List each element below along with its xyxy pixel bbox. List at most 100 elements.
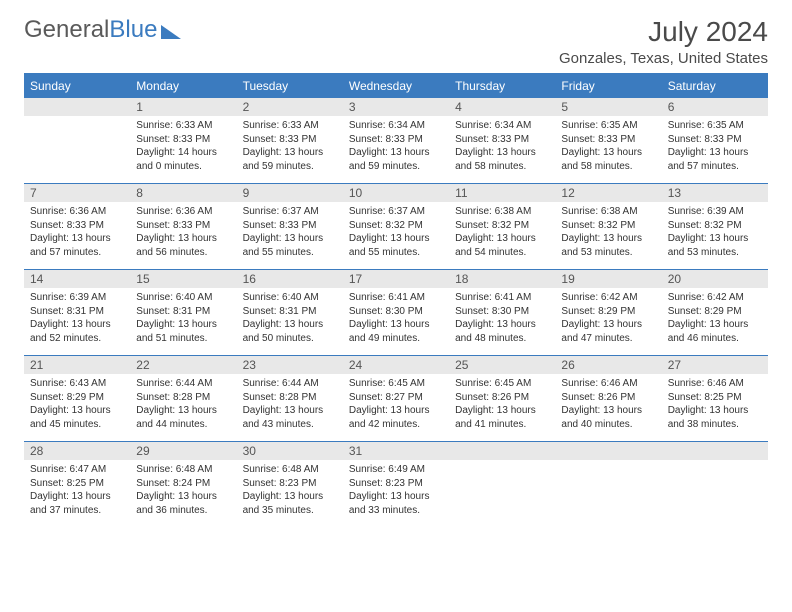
- day-number: 10: [343, 184, 449, 203]
- daylight-text: Daylight: 13 hours and 52 minutes.: [30, 318, 124, 345]
- daynum-row: 78910111213: [24, 184, 768, 203]
- daynum-row: 14151617181920: [24, 270, 768, 289]
- day-info: Sunrise: 6:39 AMSunset: 8:32 PMDaylight:…: [662, 202, 768, 270]
- daylight-text: Daylight: 13 hours and 41 minutes.: [455, 404, 549, 431]
- sunset-text: Sunset: 8:29 PM: [561, 305, 655, 319]
- sunrise-text: Sunrise: 6:46 AM: [668, 377, 762, 391]
- daynum-row: 123456: [24, 98, 768, 117]
- day-number: 3: [343, 98, 449, 117]
- day-info: Sunrise: 6:44 AMSunset: 8:28 PMDaylight:…: [237, 374, 343, 442]
- sunset-text: Sunset: 8:32 PM: [561, 219, 655, 233]
- sunset-text: Sunset: 8:23 PM: [349, 477, 443, 491]
- day-header: Monday: [130, 75, 236, 98]
- sunrise-text: Sunrise: 6:39 AM: [30, 291, 124, 305]
- daylight-text: Daylight: 13 hours and 36 minutes.: [136, 490, 230, 517]
- daylight-text: Daylight: 13 hours and 54 minutes.: [455, 232, 549, 259]
- day-info: Sunrise: 6:45 AMSunset: 8:27 PMDaylight:…: [343, 374, 449, 442]
- sunrise-text: Sunrise: 6:37 AM: [349, 205, 443, 219]
- daylight-text: Daylight: 14 hours and 0 minutes.: [136, 146, 230, 173]
- day-number: 9: [237, 184, 343, 203]
- daylight-text: Daylight: 13 hours and 58 minutes.: [455, 146, 549, 173]
- day-info: Sunrise: 6:35 AMSunset: 8:33 PMDaylight:…: [555, 116, 661, 184]
- day-number: 1: [130, 98, 236, 117]
- daylight-text: Daylight: 13 hours and 55 minutes.: [243, 232, 337, 259]
- empty-cell: [662, 460, 768, 527]
- sunrise-text: Sunrise: 6:33 AM: [243, 119, 337, 133]
- day-number: 16: [237, 270, 343, 289]
- sunrise-text: Sunrise: 6:43 AM: [30, 377, 124, 391]
- daylight-text: Daylight: 13 hours and 47 minutes.: [561, 318, 655, 345]
- info-row: Sunrise: 6:43 AMSunset: 8:29 PMDaylight:…: [24, 374, 768, 442]
- sunrise-text: Sunrise: 6:38 AM: [455, 205, 549, 219]
- sunrise-text: Sunrise: 6:35 AM: [668, 119, 762, 133]
- sunrise-text: Sunrise: 6:47 AM: [30, 463, 124, 477]
- sunrise-text: Sunrise: 6:42 AM: [668, 291, 762, 305]
- day-info: Sunrise: 6:41 AMSunset: 8:30 PMDaylight:…: [449, 288, 555, 356]
- day-number: 27: [662, 356, 768, 375]
- daylight-text: Daylight: 13 hours and 49 minutes.: [349, 318, 443, 345]
- daylight-text: Daylight: 13 hours and 45 minutes.: [30, 404, 124, 431]
- sunset-text: Sunset: 8:33 PM: [136, 133, 230, 147]
- day-number: 19: [555, 270, 661, 289]
- sunset-text: Sunset: 8:33 PM: [243, 133, 337, 147]
- day-number: 17: [343, 270, 449, 289]
- day-number: 7: [24, 184, 130, 203]
- sunrise-text: Sunrise: 6:40 AM: [243, 291, 337, 305]
- day-number: 23: [237, 356, 343, 375]
- sunset-text: Sunset: 8:31 PM: [30, 305, 124, 319]
- daylight-text: Daylight: 13 hours and 46 minutes.: [668, 318, 762, 345]
- day-number: 15: [130, 270, 236, 289]
- day-number: 21: [24, 356, 130, 375]
- day-header: Sunday: [24, 75, 130, 98]
- day-info: Sunrise: 6:44 AMSunset: 8:28 PMDaylight:…: [130, 374, 236, 442]
- empty-cell: [24, 116, 130, 184]
- day-info: Sunrise: 6:46 AMSunset: 8:25 PMDaylight:…: [662, 374, 768, 442]
- sunrise-text: Sunrise: 6:48 AM: [136, 463, 230, 477]
- daylight-text: Daylight: 13 hours and 42 minutes.: [349, 404, 443, 431]
- day-number: 12: [555, 184, 661, 203]
- sunrise-text: Sunrise: 6:38 AM: [561, 205, 655, 219]
- day-number: 13: [662, 184, 768, 203]
- day-info: Sunrise: 6:42 AMSunset: 8:29 PMDaylight:…: [555, 288, 661, 356]
- empty-cell: [449, 460, 555, 527]
- daylight-text: Daylight: 13 hours and 37 minutes.: [30, 490, 124, 517]
- sunrise-text: Sunrise: 6:45 AM: [455, 377, 549, 391]
- day-number: 30: [237, 442, 343, 461]
- daylight-text: Daylight: 13 hours and 38 minutes.: [668, 404, 762, 431]
- info-row: Sunrise: 6:33 AMSunset: 8:33 PMDaylight:…: [24, 116, 768, 184]
- empty-day-number: [449, 442, 555, 461]
- logo: GeneralBlue: [24, 16, 185, 44]
- sunrise-text: Sunrise: 6:33 AM: [136, 119, 230, 133]
- day-header: Saturday: [662, 75, 768, 98]
- sunrise-text: Sunrise: 6:41 AM: [455, 291, 549, 305]
- sunset-text: Sunset: 8:30 PM: [349, 305, 443, 319]
- sunset-text: Sunset: 8:29 PM: [30, 391, 124, 405]
- day-number: 22: [130, 356, 236, 375]
- daylight-text: Daylight: 13 hours and 55 minutes.: [349, 232, 443, 259]
- empty-day-number: [662, 442, 768, 461]
- title-block: July 2024 Gonzales, Texas, United States: [559, 16, 768, 67]
- day-header: Wednesday: [343, 75, 449, 98]
- sunset-text: Sunset: 8:30 PM: [455, 305, 549, 319]
- daylight-text: Daylight: 13 hours and 57 minutes.: [668, 146, 762, 173]
- sunrise-text: Sunrise: 6:39 AM: [668, 205, 762, 219]
- sunset-text: Sunset: 8:33 PM: [349, 133, 443, 147]
- day-number: 6: [662, 98, 768, 117]
- info-row: Sunrise: 6:36 AMSunset: 8:33 PMDaylight:…: [24, 202, 768, 270]
- day-info: Sunrise: 6:40 AMSunset: 8:31 PMDaylight:…: [130, 288, 236, 356]
- day-info: Sunrise: 6:40 AMSunset: 8:31 PMDaylight:…: [237, 288, 343, 356]
- day-info: Sunrise: 6:42 AMSunset: 8:29 PMDaylight:…: [662, 288, 768, 356]
- day-number: 29: [130, 442, 236, 461]
- sunset-text: Sunset: 8:33 PM: [668, 133, 762, 147]
- sunset-text: Sunset: 8:33 PM: [30, 219, 124, 233]
- daylight-text: Daylight: 13 hours and 44 minutes.: [136, 404, 230, 431]
- daylight-text: Daylight: 13 hours and 57 minutes.: [30, 232, 124, 259]
- daynum-row: 21222324252627: [24, 356, 768, 375]
- day-header: Tuesday: [237, 75, 343, 98]
- sunset-text: Sunset: 8:24 PM: [136, 477, 230, 491]
- sunrise-text: Sunrise: 6:49 AM: [349, 463, 443, 477]
- sunset-text: Sunset: 8:33 PM: [455, 133, 549, 147]
- logo-icon: [161, 21, 185, 39]
- daylight-text: Daylight: 13 hours and 48 minutes.: [455, 318, 549, 345]
- day-info: Sunrise: 6:43 AMSunset: 8:29 PMDaylight:…: [24, 374, 130, 442]
